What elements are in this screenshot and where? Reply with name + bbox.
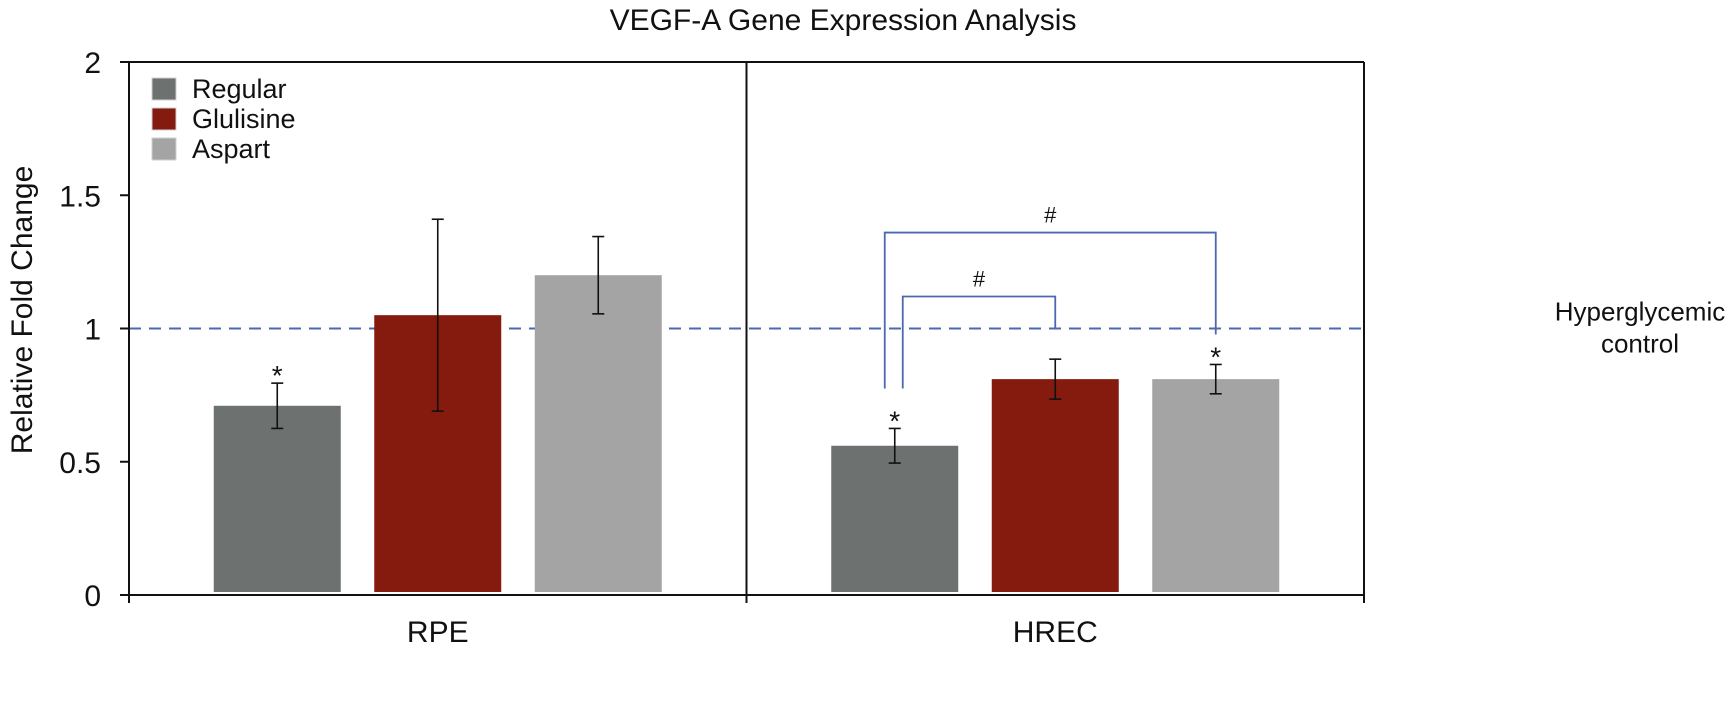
bar-aspart-hrec [1152,379,1280,592]
y-tick-label: 0.5 [59,447,101,480]
legend-swatch-glulisine [151,107,177,131]
x-axis-categories: RPE HREC [407,616,1098,649]
legend-label-regular: Regular [192,74,287,104]
bar-aspart-rpe [534,275,662,592]
legend-label-glulisine: Glulisine [192,104,296,134]
chart-title: VEGF-A Gene Expression Analysis [610,4,1077,37]
reference-label: control [1601,329,1679,359]
bar-regular-hrec [831,445,959,592]
bars-group [213,275,1280,592]
legend-swatch-regular [151,77,177,101]
y-tick-label: 1 [84,314,101,347]
x-tick-label-rpe: RPE [407,616,469,649]
y-tick-label: 2 [84,47,101,80]
significance-hash: # [1044,203,1057,228]
significance-star: * [889,405,900,436]
legend-swatch-aspart [151,137,177,161]
x-tick-label-hrec: HREC [1013,616,1098,649]
bar-glulisine-hrec [991,379,1119,592]
legend-label-aspart: Aspart [192,134,271,164]
significance-bracket [901,295,1057,389]
significance-star: * [1210,341,1221,372]
significance-star: * [272,360,283,391]
y-tick-label: 0 [84,580,101,613]
significance-bracket [883,231,1217,389]
significance-hash: # [973,267,986,292]
y-axis-ticks: 0 0.5 1 1.5 2 [59,47,129,613]
bar-regular-rpe [213,405,341,592]
significance-annotations: * * * # # [272,203,1222,437]
reference-label: Hyperglycemic [1555,297,1726,327]
y-tick-label: 1.5 [59,180,101,213]
error-bars-group [271,218,1222,464]
y-axis-label: Relative Fold Change [6,166,39,455]
